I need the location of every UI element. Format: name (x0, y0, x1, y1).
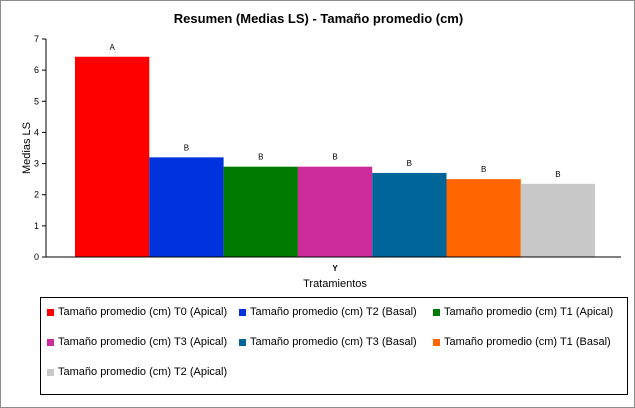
y-tick-label: 0 (34, 252, 39, 262)
bar (297, 166, 373, 257)
legend-swatch (47, 338, 54, 346)
y-tick-label: 5 (34, 96, 39, 106)
legend: Tamaño promedio (cm) T0 (Apical) Tamaño p… (40, 297, 628, 395)
legend-label: Tamaño promedio (cm) T0 (Apical) (58, 306, 228, 318)
legend-swatch (239, 338, 246, 346)
legend-label: Tamaño promedio (cm) T2 (Basal) (250, 306, 417, 318)
chart-plot: A B B B B B B 0 1 2 3 4 5 6 7 Medias LS Y Tratamiento… (21, 34, 621, 290)
bar-group-label: B (332, 153, 337, 162)
bar (223, 166, 298, 257)
chart-title: Resumen (Medias LS) - Tamaño promedio (c… (173, 11, 464, 26)
y-tick-label: 6 (34, 65, 39, 75)
y-tick-label: 1 (34, 221, 39, 231)
bar-group-label: B (555, 170, 560, 179)
legend-label: Tamaño promedio (cm) T3 (Apical) (58, 336, 228, 348)
bar (520, 183, 596, 257)
legend-item: Tamaño promedio (cm) T1 (Apical) (433, 306, 613, 318)
bar (372, 172, 447, 257)
legend-label: Tamaño promedio (cm) T2 (Apical) (58, 366, 228, 378)
y-tick-label: 2 (34, 190, 39, 200)
legend-swatch (47, 368, 54, 376)
y-axis-title: Medias LS (21, 122, 33, 174)
legend-label: Tamaño promedio (cm) T1 (Basal) (444, 336, 611, 348)
bar-group-label: B (407, 159, 412, 168)
legend-swatch (433, 308, 440, 316)
bar-group-label: B (258, 153, 263, 162)
legend-item: Tamaño promedio (cm) T2 (Apical) (47, 366, 227, 378)
legend-item: Tamaño promedio (cm) T0 (Apical) (47, 306, 227, 318)
legend-swatch (239, 308, 246, 316)
bar (75, 56, 150, 257)
y-tick-label: 3 (34, 159, 39, 169)
y-tick-label: 7 (34, 34, 39, 44)
legend-swatch (433, 338, 440, 346)
legend-item: Tamaño promedio (cm) T3 (Basal) (239, 336, 417, 348)
legend-swatch (47, 308, 54, 316)
legend-label: Tamaño promedio (cm) T1 (Apical) (444, 306, 614, 318)
legend-item: Tamaño promedio (cm) T1 (Basal) (433, 336, 611, 348)
bar (446, 179, 521, 257)
y-tick-label: 4 (34, 127, 39, 137)
bar-group-label: B (184, 143, 189, 152)
legend-item: Tamaño promedio (cm) T2 (Basal) (239, 306, 417, 318)
bar-group-label: A (109, 43, 115, 52)
legend-item: Tamaño promedio (cm) T3 (Apical) (47, 336, 227, 348)
bar (149, 157, 224, 257)
category-label: Y (332, 264, 338, 273)
bar-group-label: B (481, 165, 486, 174)
legend-label: Tamaño promedio (cm) T3 (Basal) (250, 336, 417, 348)
x-axis-title: Tratamientos (303, 278, 367, 290)
